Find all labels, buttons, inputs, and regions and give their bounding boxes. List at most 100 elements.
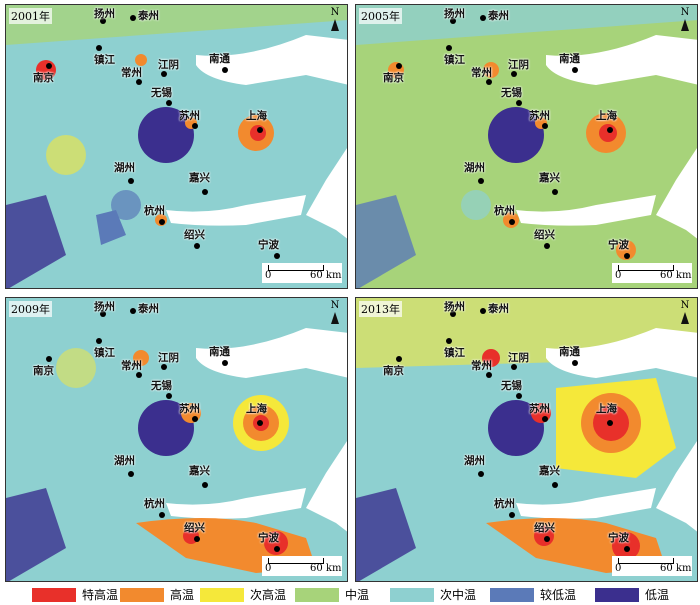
- city-marker: [192, 416, 198, 422]
- city-label-jiangyin: 江阴: [508, 352, 529, 364]
- legend-swatch: [120, 588, 164, 602]
- city-marker: [274, 253, 280, 259]
- city-marker: [194, 536, 200, 542]
- legend-label: 次高温: [250, 588, 287, 602]
- map-panel-2009: 2009年 N 扬州 泰州 镇江 南京 常州 江阴 南通 无锡 苏州 上海 湖州…: [5, 297, 348, 582]
- city-label-wuxi: 无锡: [501, 87, 522, 99]
- city-label-shaoxing: 绍兴: [534, 522, 555, 534]
- city-marker: [552, 189, 558, 195]
- city-label-yangzhou: 扬州: [444, 8, 465, 20]
- city-label-hangzhou: 杭州: [494, 498, 515, 510]
- city-label-yangzhou: 扬州: [444, 301, 465, 313]
- city-label-wuxi: 无锡: [151, 87, 172, 99]
- panel-year-label: 2009年: [9, 301, 52, 317]
- thermal-map: [356, 5, 697, 288]
- city-marker: [161, 71, 167, 77]
- city-marker: [478, 471, 484, 477]
- city-label-ningbo: 宁波: [608, 239, 629, 251]
- city-marker: [446, 338, 452, 344]
- city-label-suzhou: 苏州: [179, 110, 200, 122]
- scale-bar: 0 60 km: [612, 263, 692, 283]
- city-label-jiaxing: 嘉兴: [539, 465, 560, 477]
- city-label-nanjing: 南京: [33, 365, 54, 377]
- city-label-shanghai: 上海: [246, 403, 267, 415]
- city-marker: [166, 393, 172, 399]
- legend-swatch: [200, 588, 244, 602]
- city-label-yangzhou: 扬州: [94, 301, 115, 313]
- city-label-nanjing: 南京: [383, 72, 404, 84]
- map-panel-2013: 2013年 N 扬州 泰州 镇江 南京 常州 江阴 南通 无锡 苏州 上海 湖州…: [355, 297, 698, 582]
- city-label-suzhou: 苏州: [179, 403, 200, 415]
- city-marker: [96, 338, 102, 344]
- city-marker: [486, 372, 492, 378]
- city-label-ningbo: 宁波: [258, 532, 279, 544]
- city-label-zhenjiang: 镇江: [444, 54, 465, 66]
- city-label-shanghai: 上海: [596, 110, 617, 122]
- panel-year-label: 2013年: [359, 301, 402, 317]
- city-label-shaoxing: 绍兴: [184, 522, 205, 534]
- city-label-ningbo: 宁波: [258, 239, 279, 251]
- city-label-hangzhou: 杭州: [144, 498, 165, 510]
- city-marker: [544, 536, 550, 542]
- city-label-shaoxing: 绍兴: [184, 229, 205, 241]
- city-marker: [136, 372, 142, 378]
- city-marker: [100, 18, 106, 24]
- city-marker: [552, 482, 558, 488]
- city-label-jiaxing: 嘉兴: [189, 465, 210, 477]
- city-marker: [194, 243, 200, 249]
- city-label-changzhou: 常州: [121, 360, 142, 372]
- city-label-nantong: 南通: [559, 53, 580, 65]
- city-label-suzhou: 苏州: [529, 110, 550, 122]
- city-marker: [130, 308, 136, 314]
- city-label-nanjing: 南京: [383, 365, 404, 377]
- scale-bar: 0 60 km: [612, 556, 692, 576]
- city-marker: [607, 127, 613, 133]
- city-marker: [159, 219, 165, 225]
- city-label-nantong: 南通: [209, 53, 230, 65]
- north-arrow-icon: N: [678, 8, 692, 31]
- city-marker: [192, 123, 198, 129]
- city-marker: [222, 67, 228, 73]
- city-marker: [166, 100, 172, 106]
- city-label-huzhou: 湖州: [464, 455, 485, 467]
- city-marker: [396, 356, 402, 362]
- city-label-shaoxing: 绍兴: [534, 229, 555, 241]
- city-label-zhenjiang: 镇江: [94, 54, 115, 66]
- city-marker: [202, 189, 208, 195]
- city-label-taizhou: 泰州: [488, 10, 509, 22]
- city-marker: [516, 393, 522, 399]
- city-label-jiangyin: 江阴: [158, 59, 179, 71]
- city-marker: [478, 178, 484, 184]
- city-marker: [607, 420, 613, 426]
- city-marker: [161, 364, 167, 370]
- city-label-huzhou: 湖州: [114, 455, 135, 467]
- city-marker: [486, 79, 492, 85]
- city-marker: [450, 18, 456, 24]
- city-label-nantong: 南通: [209, 346, 230, 358]
- city-marker: [509, 219, 515, 225]
- legend-label: 低温: [645, 588, 670, 602]
- scale-bar: 0 60 km: [262, 263, 342, 283]
- city-marker: [257, 420, 263, 426]
- city-label-jiaxing: 嘉兴: [539, 172, 560, 184]
- city-label-hangzhou: 杭州: [144, 205, 165, 217]
- legend-label: 中温: [345, 588, 370, 602]
- city-marker: [511, 71, 517, 77]
- city-marker: [511, 364, 517, 370]
- city-marker: [128, 471, 134, 477]
- thermal-map: [6, 298, 347, 581]
- city-label-jiangyin: 江阴: [158, 352, 179, 364]
- legend-swatch: [595, 588, 639, 602]
- city-label-huzhou: 湖州: [114, 162, 135, 174]
- city-marker: [446, 45, 452, 51]
- city-marker: [128, 178, 134, 184]
- city-label-hangzhou: 杭州: [494, 205, 515, 217]
- city-label-zhenjiang: 镇江: [94, 347, 115, 359]
- city-marker: [509, 512, 515, 518]
- north-arrow-icon: N: [328, 301, 342, 324]
- map-panel-2001: 2001年 N 扬州 泰州 镇江 南京 常州 江阴 南通 无锡 苏州 上海 湖州…: [5, 4, 348, 289]
- north-arrow-icon: N: [328, 8, 342, 31]
- thermal-map: [6, 5, 347, 288]
- map-panel-2005: 2005年 N 扬州 泰州 镇江 南京 常州 江阴 南通 无锡 苏州 上海 湖州…: [355, 4, 698, 289]
- panel-year-label: 2005年: [359, 8, 402, 24]
